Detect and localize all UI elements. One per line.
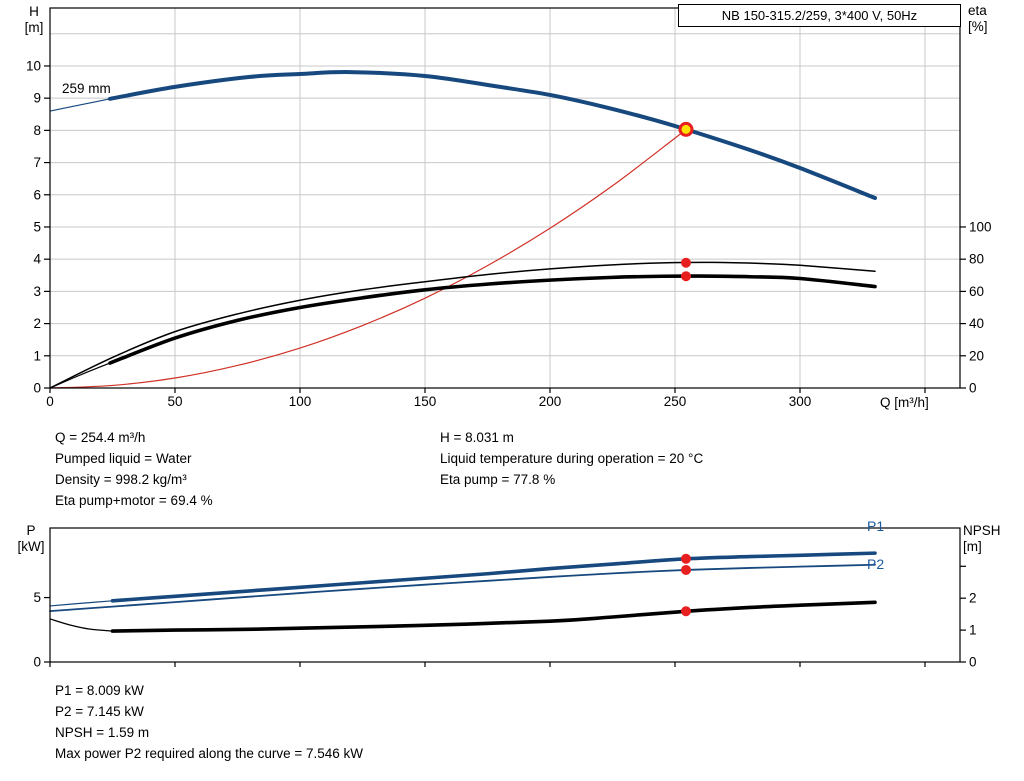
right-tick-label: 1 [969, 623, 977, 638]
duty-head-text: H = 8.031 m [440, 430, 514, 445]
pumped-liquid-text: Pumped liquid = Water [55, 451, 192, 466]
x-tick-label: 200 [539, 394, 562, 409]
left-tick-label: 10 [26, 58, 41, 73]
power-info-block: P1 = 8.009 kW P2 = 7.145 kW NPSH = 1.59 … [55, 680, 363, 764]
right-tick-label: 20 [969, 348, 984, 363]
p1-power-curve [49, 600, 114, 607]
npsh-axis-unit: [m] [963, 539, 982, 554]
eta-pump-motor-point-marker[interactable] [681, 271, 691, 282]
pump-model-box: NB 150-315.2/259, 3*400 V, 50Hz [678, 4, 961, 27]
left-tick-label: 0 [33, 655, 41, 670]
npsh-axis-symbol: NPSH [963, 523, 1001, 538]
p2-value-text: P2 = 7.145 kW [55, 704, 144, 719]
x-tick-label: 300 [789, 394, 812, 409]
h-axis-title: H [m] [14, 4, 54, 36]
duty-flow-text: Q = 254.4 m³/h [55, 430, 146, 445]
pump-model-label: NB 150-315.2/259, 3*400 V, 50Hz [721, 8, 918, 23]
eta-axis-unit: [%] [968, 19, 988, 34]
eta-axis-title: eta [%] [968, 3, 1016, 35]
eta-axis-symbol: eta [968, 3, 987, 18]
left-tick-label: 2 [33, 316, 41, 331]
plot-frame [49, 7, 961, 389]
left-tick-label: 4 [33, 252, 41, 267]
left-tick-label: 8 [33, 123, 41, 138]
right-tick-label: 40 [969, 316, 984, 331]
left-tick-label: 9 [33, 91, 41, 106]
q-axis-title: Q [m³/h] [880, 395, 929, 410]
x-tick-label: 250 [664, 394, 687, 409]
npsh-curve [110, 600, 877, 633]
left-tick-label: 0 [33, 381, 41, 396]
left-tick-label: 1 [33, 348, 41, 363]
left-tick-label: 3 [33, 284, 41, 299]
eta-pump-motor-text: Eta pump+motor = 69.4 % [55, 493, 213, 508]
p1-power-curve [110, 551, 877, 603]
liquid-temperature-text: Liquid temperature during operation = 20… [440, 451, 704, 466]
right-tick-label: 0 [969, 381, 977, 396]
eta-pump-motor-curve [108, 274, 877, 365]
p1-point-marker[interactable] [681, 553, 691, 564]
max-power-text: Max power P2 required along the curve = … [55, 746, 364, 761]
x-tick-label: 100 [289, 394, 312, 409]
eta-pump-point-marker[interactable] [681, 257, 691, 268]
impeller-diameter-label: 259 mm [62, 81, 111, 96]
right-tick-label: 80 [969, 252, 984, 267]
eta-pump-motor-curve [49, 362, 111, 389]
left-tick-label: 7 [33, 155, 41, 170]
p-axis-unit: [kW] [17, 539, 45, 554]
left-tick-label: 5 [33, 219, 41, 234]
duty-info-left: Q = 254.4 m³/h Pumped liquid = Water Den… [55, 427, 213, 511]
left-tick-label: 5 [33, 590, 41, 605]
p-axis-symbol: P [26, 523, 36, 538]
eta-pump-text: Eta pump = 77.8 % [440, 472, 556, 487]
npsh-axis-title: NPSH [m] [963, 523, 1021, 555]
x-tick-label: 50 [167, 394, 182, 409]
eta-pump-curve [49, 261, 876, 389]
right-tick-label: 60 [969, 284, 984, 299]
npsh-value-text: NPSH = 1.59 m [55, 725, 150, 740]
p1-value-text: P1 = 8.009 kW [55, 683, 144, 698]
right-tick-label: 0 [969, 655, 977, 670]
p2-curve-label: P2 [867, 556, 885, 572]
h-axis-symbol: H [29, 4, 39, 19]
p2-point-marker[interactable] [681, 564, 691, 575]
plot-frame [49, 527, 961, 663]
duty-info-right: H = 8.031 m Liquid temperature during op… [440, 427, 703, 490]
p2-power-curve [49, 563, 876, 613]
npsh-point-marker[interactable] [681, 606, 691, 617]
right-tick-label: 2 [969, 591, 977, 606]
x-tick-label: 0 [46, 394, 54, 409]
system-curve-curve [49, 128, 687, 389]
head-259mm-curve [108, 70, 877, 200]
p-axis-title: P [kW] [8, 523, 54, 555]
x-tick-label: 150 [414, 394, 437, 409]
density-text: Density = 998.2 kg/m³ [55, 472, 187, 487]
right-tick-label: 100 [969, 219, 992, 234]
head-259mm-curve [49, 98, 111, 112]
left-tick-label: 6 [33, 187, 41, 202]
npsh-curve [49, 618, 114, 632]
p1-curve-label: P1 [867, 518, 885, 534]
duty-point-marker[interactable] [678, 121, 694, 137]
h-axis-unit: [m] [24, 20, 44, 35]
